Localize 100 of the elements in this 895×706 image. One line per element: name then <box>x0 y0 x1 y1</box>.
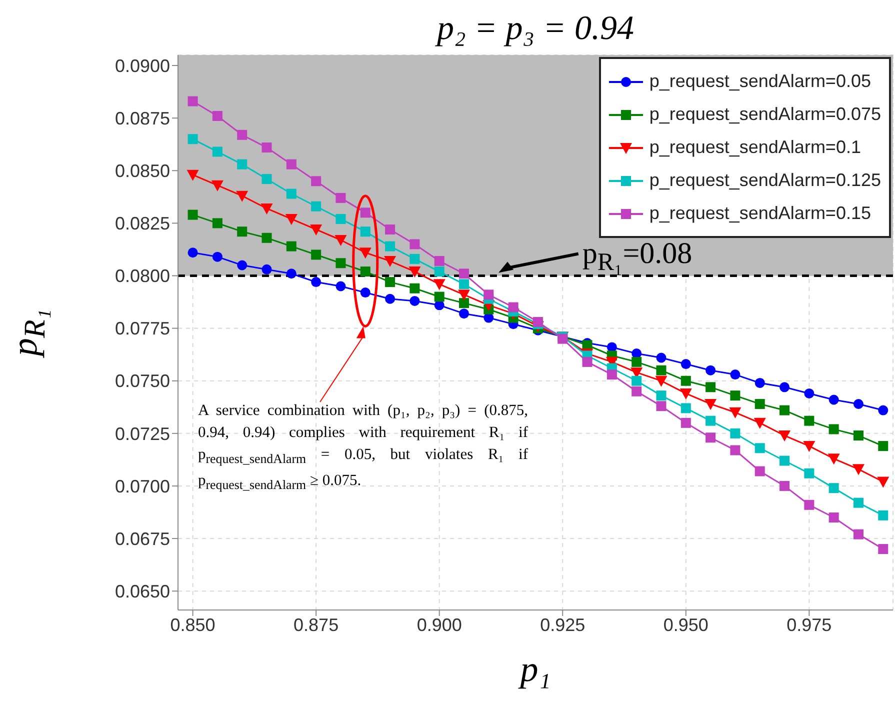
point <box>780 405 790 416</box>
point <box>680 403 691 414</box>
point <box>680 359 691 370</box>
legend-label: p_request_sendAlarm=0.1 <box>649 137 861 158</box>
point <box>828 512 839 522</box>
point <box>188 134 198 144</box>
point <box>336 192 346 203</box>
x-tick-label: 0.875 <box>294 614 339 635</box>
y-tick-label: 0.0800 <box>114 266 170 286</box>
point <box>336 258 346 268</box>
legend-label: p_request_sendAlarm=0.05 <box>649 71 871 92</box>
point <box>706 365 716 376</box>
point <box>311 250 322 260</box>
point <box>828 483 839 494</box>
point <box>410 283 420 294</box>
point <box>582 356 592 367</box>
point <box>532 316 543 327</box>
point <box>384 256 396 268</box>
point <box>434 266 444 277</box>
point <box>212 110 222 121</box>
point <box>408 266 421 278</box>
point <box>878 544 888 554</box>
point <box>828 454 840 465</box>
point <box>804 388 814 398</box>
point <box>730 390 740 401</box>
point <box>459 279 469 290</box>
point <box>754 443 765 454</box>
point <box>188 96 198 106</box>
point <box>632 356 642 367</box>
point <box>385 294 396 304</box>
x-axis-title: p₁ <box>517 648 552 690</box>
point <box>853 398 864 409</box>
point <box>434 256 444 266</box>
y-tick-label: 0.0825 <box>114 214 170 234</box>
point <box>656 352 666 363</box>
point <box>656 401 666 412</box>
text: A service combination with (p₁, p₂, p₃) = (0.875, 0.94, 0.94) complies with requirement R₁ if p$_{request_sendAlarm}$ = 0.05, but violates R₁ if p$_{request_sendAlarm}$ ≥ 0.075. <box>198 402 528 492</box>
point <box>410 239 420 250</box>
point <box>186 170 199 181</box>
y-tick-label: 0.0775 <box>114 318 170 339</box>
point <box>262 174 272 184</box>
ref-line-label: p$_{R₁}$=0.08 <box>582 236 692 277</box>
point <box>706 432 716 443</box>
point <box>828 424 839 434</box>
point <box>236 190 248 202</box>
point <box>286 241 296 252</box>
point <box>310 224 322 236</box>
legend-label: p_request_sendAlarm=0.125 <box>649 170 881 191</box>
point <box>212 218 222 228</box>
point <box>780 456 790 466</box>
point <box>680 418 691 428</box>
point <box>508 302 518 312</box>
point <box>385 224 396 234</box>
point <box>680 376 691 386</box>
point <box>778 430 791 442</box>
point <box>780 480 790 491</box>
point <box>754 466 765 476</box>
point <box>877 476 890 488</box>
point <box>878 441 888 452</box>
y-tick-label: 0.0700 <box>114 476 170 496</box>
x-tick-label: 0.950 <box>663 614 708 635</box>
y-tick-label: 0.0875 <box>114 108 170 128</box>
point <box>188 210 198 220</box>
point <box>853 498 864 508</box>
legend-label: p_request_sendAlarm=0.075 <box>649 104 881 125</box>
point <box>336 281 346 292</box>
point <box>656 365 666 376</box>
point <box>878 510 888 520</box>
point <box>410 296 420 306</box>
chart-title: p₂ = p₃ = 0.94 <box>434 10 636 48</box>
point <box>754 398 765 409</box>
y-tick-label: 0.0675 <box>114 528 170 549</box>
point <box>754 418 766 429</box>
point <box>459 298 469 308</box>
point <box>311 277 322 288</box>
point <box>754 378 765 388</box>
point <box>188 248 198 258</box>
point <box>262 264 272 274</box>
point <box>286 159 296 170</box>
point <box>410 254 420 264</box>
point <box>334 235 347 246</box>
point <box>360 208 370 218</box>
point <box>730 445 740 456</box>
point <box>704 398 717 410</box>
point <box>212 146 222 157</box>
point <box>360 266 370 277</box>
point <box>632 376 642 386</box>
point <box>360 288 370 298</box>
point <box>706 416 716 426</box>
point <box>484 290 494 300</box>
point <box>385 241 396 252</box>
point <box>237 260 248 270</box>
point <box>311 176 322 186</box>
point <box>237 159 248 170</box>
point <box>853 430 864 441</box>
point <box>433 279 446 290</box>
point <box>632 386 642 396</box>
y-tick-label: 0.0850 <box>114 161 170 182</box>
point <box>606 370 617 380</box>
point <box>804 500 814 510</box>
